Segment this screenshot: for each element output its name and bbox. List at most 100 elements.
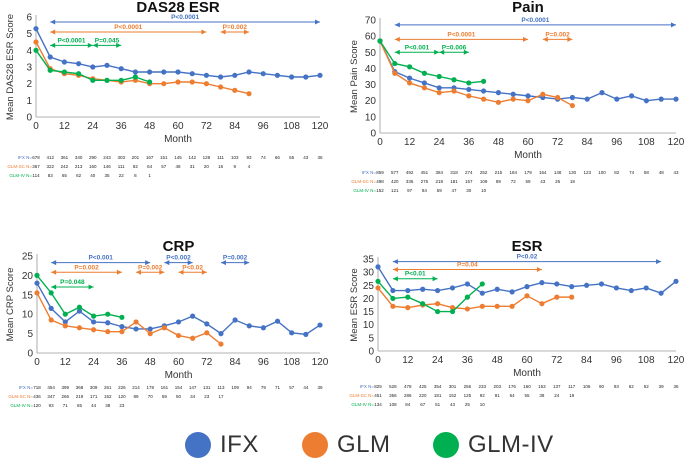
n-value: 203 bbox=[493, 384, 501, 389]
pvalue-annotation: P<0.01 bbox=[392, 271, 438, 282]
data-point bbox=[91, 313, 97, 319]
arrowhead-left bbox=[394, 22, 400, 28]
pvalue-label: P<0.002 bbox=[166, 255, 191, 262]
pvalue-annotation: P<0.02 bbox=[178, 264, 207, 275]
y-tick-label: 30 bbox=[365, 80, 377, 91]
n-value: 100 bbox=[598, 170, 606, 175]
x-axis-label: Month bbox=[513, 368, 541, 379]
data-point bbox=[289, 74, 295, 80]
data-point bbox=[525, 93, 531, 99]
y-tick-label: 20 bbox=[22, 271, 34, 282]
pvalue-annotation: P=0.045 bbox=[92, 37, 122, 48]
data-point bbox=[510, 96, 516, 102]
data-point bbox=[104, 62, 110, 68]
n-value: 36 bbox=[317, 155, 323, 160]
data-point bbox=[147, 331, 153, 337]
data-point bbox=[481, 96, 487, 102]
data-point bbox=[569, 94, 576, 101]
data-point bbox=[449, 305, 456, 311]
arrowhead-right bbox=[187, 260, 193, 266]
data-point bbox=[61, 69, 67, 75]
n-value: 309 bbox=[90, 385, 98, 390]
data-point bbox=[62, 323, 68, 329]
y-tick-label: 0 bbox=[27, 349, 33, 360]
n-value: 498 bbox=[376, 179, 384, 184]
n-value: 23 bbox=[204, 394, 210, 399]
y-tick-label: 30 bbox=[363, 268, 375, 279]
x-tick-label: 48 bbox=[144, 121, 156, 132]
data-point bbox=[405, 287, 411, 294]
data-point bbox=[407, 64, 413, 70]
arrowhead-left bbox=[392, 267, 398, 273]
y-tick-label: 15 bbox=[363, 307, 375, 318]
n-value: 451 bbox=[374, 393, 382, 398]
data-point bbox=[435, 301, 441, 307]
pvalue-annotation: P=0.002 bbox=[136, 264, 165, 275]
n-value: 120 bbox=[33, 403, 41, 408]
n-value: 128 bbox=[203, 155, 211, 160]
n-value: 303 bbox=[117, 155, 125, 160]
x-tick-label: 0 bbox=[375, 355, 381, 366]
x-tick-label: 36 bbox=[116, 121, 128, 132]
n-value: 142 bbox=[188, 155, 196, 160]
pvalue-label: P=0.045 bbox=[95, 37, 120, 44]
data-point bbox=[525, 98, 531, 104]
n-value: 157 bbox=[465, 179, 473, 184]
n-value: 146 bbox=[103, 164, 111, 169]
data-point bbox=[175, 79, 181, 85]
arrowhead-left bbox=[220, 260, 226, 266]
y-tick-label: 20 bbox=[365, 96, 377, 107]
n-value: 17 bbox=[218, 394, 224, 399]
pvalue-label: P<0.02 bbox=[182, 264, 203, 271]
data-point bbox=[62, 319, 68, 325]
y-tick-label: 10 bbox=[22, 310, 34, 321]
x-tick-label: 60 bbox=[522, 137, 534, 148]
arrowhead-right bbox=[116, 269, 122, 275]
data-point bbox=[76, 61, 82, 67]
data-point bbox=[289, 330, 295, 336]
n-value: 106 bbox=[583, 384, 591, 389]
n-value: 130 bbox=[569, 170, 577, 175]
x-tick-label: 12 bbox=[402, 355, 414, 366]
n-value: 178 bbox=[146, 385, 154, 390]
n-value: 111 bbox=[217, 155, 224, 160]
n-value: 8 bbox=[134, 173, 137, 178]
pvalue-label: P=0.002 bbox=[223, 24, 248, 31]
n-value: 38 bbox=[105, 403, 111, 408]
n-value: 859 bbox=[376, 170, 384, 175]
n-value: 74 bbox=[261, 155, 267, 160]
legend-item-glm-iv: GLM-IV bbox=[433, 431, 554, 459]
n-row-label: GLM-IV N= bbox=[10, 403, 33, 408]
n-row-label: IFX N= bbox=[360, 384, 375, 389]
pvalue-label: P=0.048 bbox=[60, 279, 85, 286]
n-value: 356 bbox=[389, 393, 397, 398]
x-tick-label: 108 bbox=[638, 137, 655, 148]
n-value: 154 bbox=[175, 385, 183, 390]
arrowhead-left bbox=[50, 19, 56, 25]
x-tick-label: 60 bbox=[521, 355, 533, 366]
data-point bbox=[161, 325, 167, 331]
n-value: 151 bbox=[160, 155, 168, 160]
pvalue-annotation: P=0.002 bbox=[51, 264, 122, 275]
legend-item-ifx: IFX bbox=[185, 431, 259, 459]
pvalue-label: P<0.01 bbox=[405, 271, 426, 278]
n-table: IFX N= 825 528 478 425 354 301 256 233 203 176 160 1… bbox=[349, 384, 679, 407]
arrowhead-right bbox=[523, 36, 528, 42]
x-tick-label: 96 bbox=[611, 137, 623, 148]
data-point bbox=[377, 38, 383, 44]
n-value: 347 bbox=[47, 394, 55, 399]
n-value: 26 bbox=[555, 179, 561, 184]
n-value: 274 bbox=[465, 170, 473, 175]
arrowhead-left bbox=[220, 29, 226, 35]
data-point bbox=[436, 85, 442, 91]
data-point bbox=[466, 86, 472, 93]
x-tick-label: 72 bbox=[552, 137, 564, 148]
data-point bbox=[390, 295, 396, 302]
y-tick-label: 5 bbox=[27, 329, 33, 340]
arrowhead-right bbox=[88, 284, 94, 290]
y-tick-label: 10 bbox=[363, 320, 375, 331]
chart-crp: CRP 0 5 10 15 20 25 0 12 24 36 48 60 72 84 96 108 120 Mont… bbox=[5, 238, 329, 408]
n-row-label: IFX N= bbox=[19, 385, 34, 390]
n-value: 117 bbox=[568, 384, 576, 389]
pvalue-annotation: P<0.02 bbox=[392, 254, 662, 265]
